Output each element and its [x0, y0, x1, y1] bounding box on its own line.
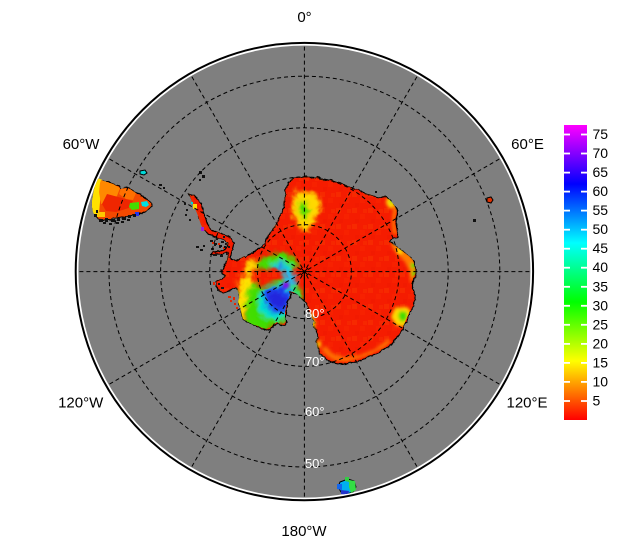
svg-text:70: 70 [593, 145, 609, 161]
svg-text:50: 50 [593, 221, 609, 237]
svg-text:60°W: 60°W [63, 136, 101, 153]
svg-text:25: 25 [593, 316, 609, 332]
svg-text:75: 75 [593, 126, 609, 142]
svg-text:45: 45 [593, 240, 609, 256]
svg-text:30: 30 [593, 297, 609, 313]
svg-text:60°E: 60°E [511, 136, 544, 153]
svg-text:50°: 50° [305, 456, 325, 471]
svg-text:15: 15 [593, 354, 609, 370]
svg-text:70°: 70° [305, 354, 325, 369]
svg-text:60: 60 [593, 183, 609, 199]
svg-text:0°: 0° [297, 9, 311, 26]
svg-text:120°W: 120°W [58, 395, 104, 412]
svg-text:35: 35 [593, 278, 609, 294]
svg-text:65: 65 [593, 164, 609, 180]
svg-text:5: 5 [593, 393, 601, 409]
svg-text:20: 20 [593, 335, 609, 351]
svg-text:55: 55 [593, 202, 609, 218]
svg-text:60°: 60° [305, 404, 325, 419]
svg-text:40: 40 [593, 259, 609, 275]
svg-text:120°E: 120°E [506, 395, 547, 412]
svg-text:80°: 80° [305, 306, 325, 321]
svg-text:180°W: 180°W [281, 523, 327, 540]
svg-text:10: 10 [593, 373, 609, 389]
